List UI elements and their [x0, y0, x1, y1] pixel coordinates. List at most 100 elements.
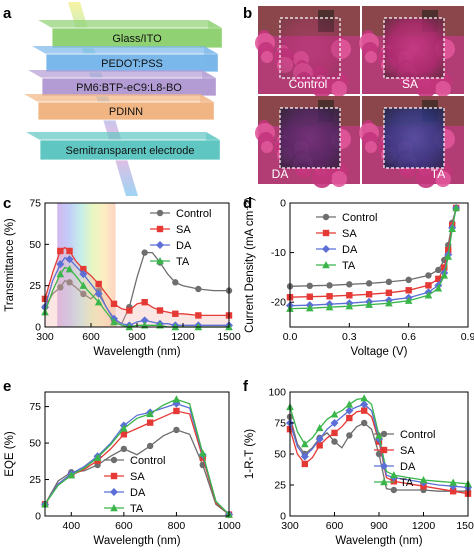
data-point: [424, 291, 433, 299]
series-area: [45, 247, 229, 327]
x-tick-label: 300: [36, 331, 54, 343]
x-axis-label: Voltage (V): [351, 346, 408, 358]
data-point: [315, 423, 324, 432]
panel-letter-f: f: [243, 378, 249, 395]
legend-entry: Control: [342, 212, 377, 224]
data-point: [346, 414, 353, 422]
data-point: [405, 276, 412, 284]
legend-entry: SA: [130, 471, 145, 483]
y-tick-label: 25: [274, 480, 286, 492]
chart-jv: 0.0 0.3 0.6 0.9 0 -10 -20 Voltage (V) Current De…: [244, 197, 474, 358]
x-tick-label: 400: [63, 520, 81, 532]
x-tick-label: 1200: [412, 520, 436, 532]
chart-transmittance: 300 600 900 1200 1500 0 25 50 75 Wavelength (nm) T…: [4, 198, 241, 359]
data-point: [326, 282, 333, 289]
photo-ta: TA: [359, 96, 464, 188]
data-point: [156, 307, 164, 314]
data-point: [322, 261, 330, 269]
data-point: [173, 407, 180, 415]
data-point: [301, 440, 309, 448]
data-point: [331, 438, 338, 445]
data-point: [140, 316, 149, 325]
y-tick-label: 75: [274, 418, 286, 430]
data-point: [425, 272, 432, 279]
x-tick-label: 0.0: [283, 331, 298, 343]
data-point: [173, 426, 180, 434]
x-axis-label: Wavelength (nm): [93, 346, 180, 358]
data-point: [449, 488, 457, 495]
data-point: [452, 203, 460, 212]
y-tick-label: 75: [29, 198, 41, 210]
data-point: [390, 486, 398, 494]
device-layer: PEDOT:PSS: [32, 46, 219, 73]
x-axis-label: Wavelength (nm): [93, 535, 180, 547]
data-point: [315, 435, 324, 444]
series-line-ta: [44, 398, 230, 515]
legend: Control SA DA TA: [150, 208, 211, 268]
y-tick-label: 25: [29, 474, 41, 486]
data-point: [95, 280, 102, 288]
data-point: [306, 293, 313, 300]
y-tick-label: 0: [35, 511, 41, 523]
device-layer: Glass/ITO: [38, 20, 223, 49]
data-point: [360, 400, 369, 409]
data-point: [141, 299, 148, 306]
legend: Control SA DA TA: [374, 429, 435, 489]
photo-grid: Control SA DA TA: [255, 6, 464, 188]
data-point: [300, 452, 309, 461]
data-point: [120, 431, 128, 438]
data-point: [435, 275, 442, 283]
x-tick-label: 900: [128, 331, 146, 343]
x-tick-label: 1500: [456, 520, 474, 532]
legend-entry: DA: [342, 244, 358, 256]
legend-entry: Control: [176, 208, 211, 220]
panel-letter-d: d: [243, 195, 252, 212]
photo-label: Control: [289, 77, 328, 91]
legend-entry: SA: [342, 228, 357, 240]
plot-frame: [44, 391, 230, 517]
x-tick-label: 800: [168, 520, 186, 532]
data-point: [156, 225, 164, 233]
data-point: [330, 410, 339, 418]
legend-entry: DA: [130, 487, 146, 499]
data-point: [345, 302, 354, 310]
data-point: [172, 395, 181, 403]
device-layer: PDINN: [24, 94, 215, 121]
device-layer: Semitransparent electrode: [26, 132, 221, 161]
data-point: [66, 279, 73, 286]
y-tick-label: 75: [29, 401, 41, 413]
data-point: [325, 303, 334, 311]
data-point: [345, 400, 354, 408]
data-point: [126, 307, 133, 314]
data-point: [67, 471, 76, 479]
x-tick-label: 300: [281, 520, 299, 532]
data-point: [110, 472, 118, 480]
data-point: [390, 471, 398, 479]
panel-letter-a: a: [3, 5, 12, 22]
data-point: [365, 291, 373, 298]
data-point: [56, 270, 65, 278]
legend: Control SA DA TA: [316, 212, 377, 272]
data-point: [345, 406, 354, 415]
layer-label: PEDOT:PSS: [101, 58, 163, 70]
y-tick-label: 0: [280, 198, 286, 210]
data-point: [56, 260, 65, 269]
data-point: [79, 281, 88, 289]
data-point: [385, 299, 393, 307]
data-point: [301, 460, 309, 468]
data-point: [440, 271, 449, 279]
y-tick-label: 0: [280, 511, 286, 523]
data-point: [195, 285, 202, 293]
y-tick-label: 25: [29, 280, 41, 292]
legend: Control SA DA TA: [104, 455, 165, 515]
y-tick-label: 50: [29, 438, 41, 450]
data-point: [80, 290, 87, 298]
x-tick-label: 1000: [217, 520, 241, 532]
photo-control: Control: [255, 6, 360, 98]
data-point: [360, 419, 368, 427]
data-point: [365, 300, 373, 308]
device-schematic: Glass/ITO PEDOT:PSS PM6:BTP-eC9:L8-BO PDINN…: [24, 2, 223, 196]
data-point: [146, 442, 154, 450]
data-point: [346, 432, 353, 439]
data-point: [305, 304, 314, 312]
